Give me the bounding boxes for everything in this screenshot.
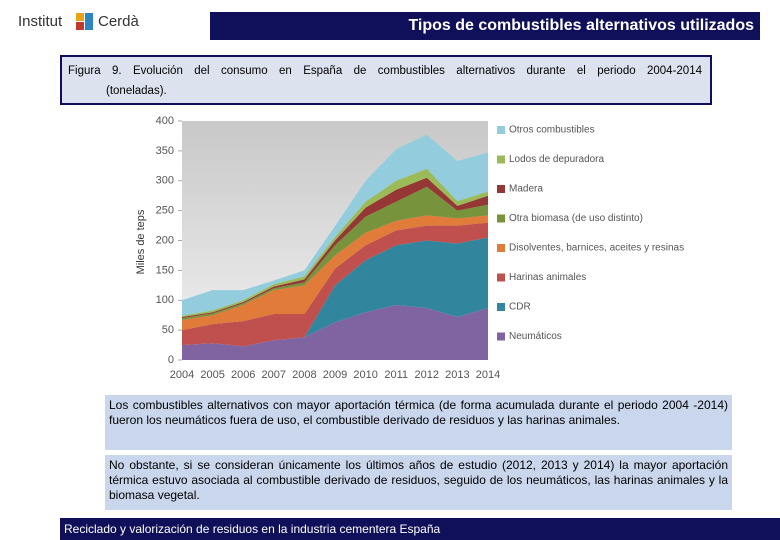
logo-icon <box>76 13 84 21</box>
legend-label: Otra biomasa (de uso distinto) <box>509 213 643 224</box>
logo-left: Institut <box>18 13 63 30</box>
paragraph: Los combustibles alternativos con mayor … <box>105 395 732 450</box>
y-tick-label: 150 <box>156 264 174 276</box>
caption-unit: (toneladas). <box>106 85 167 97</box>
area <box>182 222 488 347</box>
area <box>182 237 488 347</box>
x-tick-label: 2012 <box>415 369 439 381</box>
legend-swatch <box>497 273 505 282</box>
chart: Miles de teps 0 50 100 150 200 250 300 350 400 20… <box>135 115 684 381</box>
x-tick-label: 2004 <box>170 369 194 381</box>
logo-icon <box>85 13 93 30</box>
y-tick-label: 400 <box>156 115 174 127</box>
y-tick-label: 100 <box>156 294 174 306</box>
y-tick-label: 250 <box>156 205 174 217</box>
y-tick-label: 0 <box>168 354 174 366</box>
area <box>182 305 488 360</box>
y-tick-label: 200 <box>156 234 174 246</box>
x-tick-label: 2011 <box>384 369 408 381</box>
legend-label: Neumáticos <box>509 331 562 342</box>
x-tick-label: 2010 <box>353 369 377 381</box>
figure-caption: Figura 9. Evolución del consumo en Españ… <box>60 55 712 105</box>
legend-label: Harinas animales <box>509 272 586 283</box>
x-tick-label: 2009 <box>323 369 347 381</box>
x-tick-label: 2007 <box>262 369 286 381</box>
legend-swatch <box>497 214 505 223</box>
x-tick-label: 2013 <box>445 369 469 381</box>
area <box>182 215 488 331</box>
y-tick-label: 350 <box>156 145 174 157</box>
legend-swatch <box>497 303 505 311</box>
y-tick-label: 50 <box>162 324 174 336</box>
legend-label: Lodos de depuradora <box>509 154 605 165</box>
x-tick-label: 2014 <box>476 369 500 381</box>
header: Tipos de combustibles alternativos utili… <box>210 12 760 40</box>
legend-swatch <box>497 185 505 193</box>
legend-label: Disolventes, barnices, aceites y resinas <box>509 243 684 254</box>
x-tick-label: 2005 <box>200 369 224 381</box>
area <box>182 186 488 320</box>
y-tick-label: 300 <box>156 175 174 187</box>
x-tick-label: 2006 <box>231 369 255 381</box>
logo-icon <box>76 22 84 30</box>
paragraph: No obstante, si se consideran únicamente… <box>105 455 732 510</box>
x-tick-label: 2008 <box>292 369 316 381</box>
y-axis-label: Miles de teps <box>135 209 147 274</box>
footer: Reciclado y valorización de residuos en … <box>60 518 780 540</box>
legend-swatch <box>497 332 505 341</box>
legend-swatch <box>497 155 505 164</box>
legend-label: CDR <box>509 302 531 313</box>
legend-swatch <box>497 126 505 134</box>
area <box>182 134 488 316</box>
legend-swatch <box>497 244 505 252</box>
logo-right: Cerdà <box>98 13 140 30</box>
logo: Institut Cerdà <box>18 13 140 30</box>
caption: Figura 9. Evolución del consumo en Españ… <box>68 65 702 77</box>
legend-label: Otros combustibles <box>509 125 595 136</box>
legend-label: Madera <box>509 184 543 195</box>
